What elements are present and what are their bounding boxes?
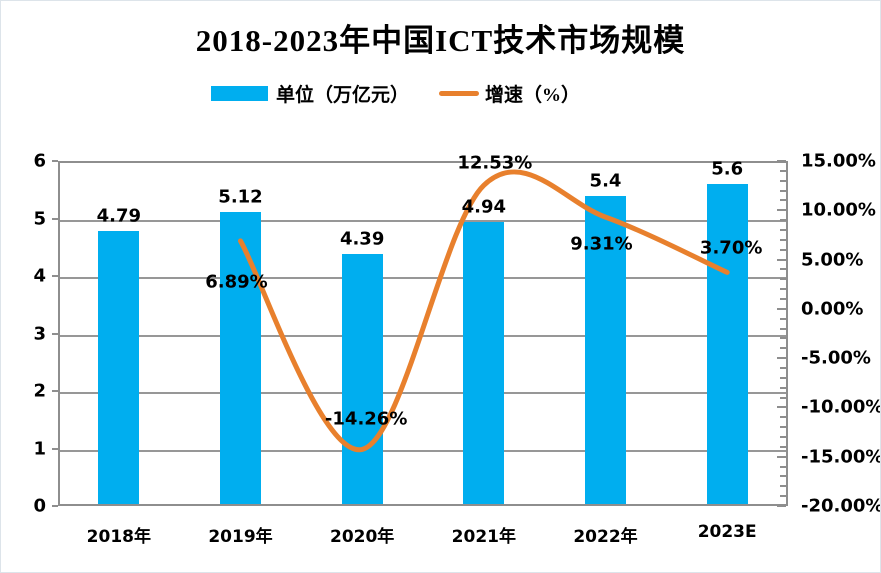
bar-value-label: 4.39 — [339, 228, 385, 250]
right-axis-minor-tick — [780, 298, 786, 300]
right-axis-major-tick — [777, 505, 786, 507]
bar-value-label: 5.4 — [589, 170, 622, 191]
right-axis-minor-tick — [780, 426, 786, 429]
right-axis-major-tick — [777, 307, 786, 310]
right-axis-tick-label: -10.00% — [801, 396, 881, 418]
right-axis-major-tick — [777, 357, 786, 360]
right-axis-minor-tick — [780, 229, 786, 231]
line-value-label: -14.26% — [324, 408, 408, 430]
right-axis-minor-tick — [780, 288, 786, 291]
right-axis-minor-tick — [780, 238, 786, 241]
right-axis-minor-tick — [780, 396, 786, 399]
right-axis-minor-tick — [780, 219, 786, 222]
right-axis-minor-tick — [780, 327, 786, 330]
right-axis-minor-tick — [780, 248, 786, 251]
right-axis-minor-tick — [780, 367, 786, 369]
right-axis-minor-tick — [780, 317, 786, 320]
right-axis-minor-tick — [780, 268, 786, 271]
right-axis-minor-tick — [780, 445, 786, 448]
bar-2018年 — [98, 230, 140, 504]
right-axis-tick-label: -5.00% — [801, 347, 871, 369]
h-gridline — [60, 277, 786, 279]
bar-value-label: 5.12 — [218, 186, 263, 208]
right-axis-tick-label: 15.00% — [801, 150, 876, 172]
left-axis-tick-mark — [52, 275, 58, 277]
left-axis-tick-mark — [52, 390, 58, 392]
left-axis-tick-mark — [52, 332, 58, 335]
plot-area — [58, 161, 788, 506]
chart-title: 2018-2023年中国ICT技术市场规模 — [195, 23, 686, 58]
h-gridline — [60, 219, 786, 222]
right-axis-minor-tick — [780, 475, 786, 478]
line-value-label: 6.89% — [205, 271, 268, 293]
legend-item-bars: 单位（万亿元） — [211, 83, 409, 106]
right-axis-minor-tick — [780, 376, 786, 379]
right-axis-major-tick — [777, 406, 786, 409]
left-axis-tick-label: 1 — [33, 438, 46, 459]
bar-value-label: 4.94 — [461, 196, 507, 218]
right-axis-major-tick — [777, 209, 786, 212]
left-axis-tick-label: 6 — [33, 150, 46, 172]
h-gridline — [60, 392, 786, 394]
right-axis-tick-label: 10.00% — [801, 199, 876, 221]
right-axis-minor-tick — [780, 416, 786, 419]
left-axis-tick-label: 2 — [33, 380, 46, 402]
right-axis-minor-tick — [780, 199, 786, 202]
left-axis-tick-label: 4 — [33, 265, 46, 287]
line-value-label: 12.53% — [457, 152, 533, 174]
right-axis-minor-tick — [780, 465, 786, 468]
bar-2023E — [706, 184, 748, 504]
left-axis-tick-mark — [52, 217, 58, 220]
left-axis-tick-mark — [52, 447, 58, 450]
right-axis-tick-label: 0.00% — [801, 298, 864, 320]
line-value-label: 3.70% — [699, 237, 763, 259]
legend-item-line: 增速（%） — [439, 83, 580, 106]
left-axis-tick-mark — [52, 160, 58, 162]
right-axis-minor-tick — [780, 179, 786, 182]
bar-2019年 — [220, 211, 261, 504]
right-axis-minor-tick — [780, 189, 786, 192]
right-axis-major-tick — [777, 258, 786, 261]
right-axis-tick-label: 5.00% — [801, 249, 864, 271]
left-axis-tick-label: 3 — [33, 323, 46, 344]
right-axis-minor-tick — [780, 436, 786, 438]
right-axis-major-tick — [777, 455, 786, 458]
x-axis-label: 2020年 — [329, 527, 395, 547]
legend-label-line: 增速（%） — [485, 84, 581, 106]
right-axis-minor-tick — [780, 347, 786, 350]
right-axis-tick-label: -20.00% — [801, 495, 881, 517]
right-axis-tick-label: -15.00% — [801, 446, 881, 468]
bar-value-label: 5.6 — [711, 158, 744, 180]
bar-series-swatch — [211, 85, 268, 101]
bar-2021年 — [463, 221, 505, 504]
h-gridline — [60, 449, 786, 452]
right-axis-minor-tick — [780, 386, 786, 389]
x-axis-label: 2018年 — [86, 527, 151, 547]
right-axis-minor-tick — [780, 169, 786, 172]
line-series-swatch — [439, 90, 479, 96]
bar-value-label: 4.79 — [96, 205, 142, 227]
x-axis-label: 2021年 — [451, 527, 516, 547]
left-axis-tick-label: 0 — [33, 495, 46, 517]
line-value-label: 9.31% — [570, 233, 633, 255]
right-axis-minor-tick — [780, 495, 786, 498]
x-axis-label: 2022年 — [573, 527, 638, 547]
right-axis-minor-tick — [780, 278, 786, 281]
h-gridline — [60, 334, 786, 337]
right-axis-major-tick — [777, 160, 786, 162]
left-axis-tick-label: 5 — [33, 208, 46, 229]
bar-2020年 — [341, 253, 383, 504]
x-axis-label: 2023E — [697, 522, 757, 542]
right-axis-minor-tick — [780, 485, 786, 488]
right-axis-minor-tick — [780, 337, 786, 340]
legend-label-bars: 单位（万亿元） — [276, 84, 410, 106]
x-axis-label: 2019年 — [208, 527, 273, 547]
left-axis-tick-mark — [52, 505, 58, 507]
